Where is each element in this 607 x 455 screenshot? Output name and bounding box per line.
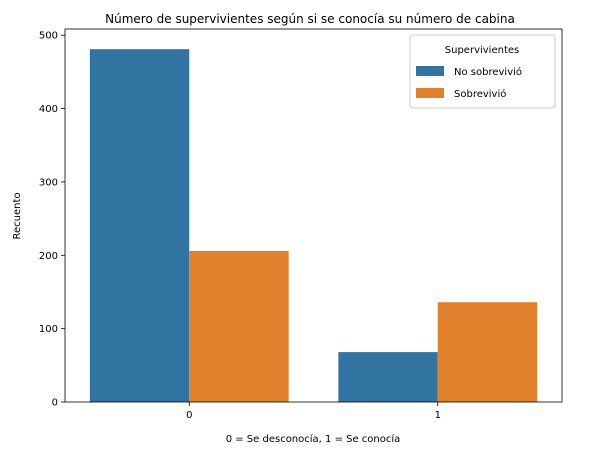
legend-swatch-no-sobrevivio (416, 66, 444, 76)
bars-layer (89, 49, 538, 403)
bar-sobrevivio-1 (437, 302, 538, 402)
axes-layer (64, 28, 563, 403)
y-tick-label: 500 (39, 31, 58, 42)
bar-no-sobrevivio-1 (338, 352, 438, 402)
plot-frame (64, 28, 563, 403)
x-tick-label: 1 (435, 410, 441, 421)
y-axis-ticks: 0 100 200 300 400 500 (39, 31, 65, 409)
x-tick-label: 0 (186, 410, 192, 421)
y-tick-label: 200 (39, 251, 58, 262)
y-tick-label: 300 (39, 177, 58, 188)
legend-title: Supervivientes (445, 45, 519, 56)
y-tick-label: 100 (39, 324, 58, 335)
y-axis-label: Recuento (12, 192, 23, 239)
bar-no-sobrevivio-0 (89, 49, 190, 403)
legend: Supervivientes No sobrevivió Sobrevivió (409, 34, 556, 109)
legend-label-no-sobrevivio: No sobrevivió (454, 66, 522, 78)
legend-swatch-sobrevivio (416, 88, 444, 98)
y-tick-label: 0 (52, 398, 58, 409)
bar-sobrevivio-0 (189, 250, 289, 402)
legend-label-sobrevivio: Sobrevivió (454, 88, 506, 100)
x-axis-label: 0 = Se desconocía, 1 = Se conocía (226, 433, 401, 445)
legend-box (409, 34, 556, 109)
y-tick-label: 400 (39, 104, 58, 115)
chart-title: Número de supervivientes según si se con… (105, 12, 515, 26)
